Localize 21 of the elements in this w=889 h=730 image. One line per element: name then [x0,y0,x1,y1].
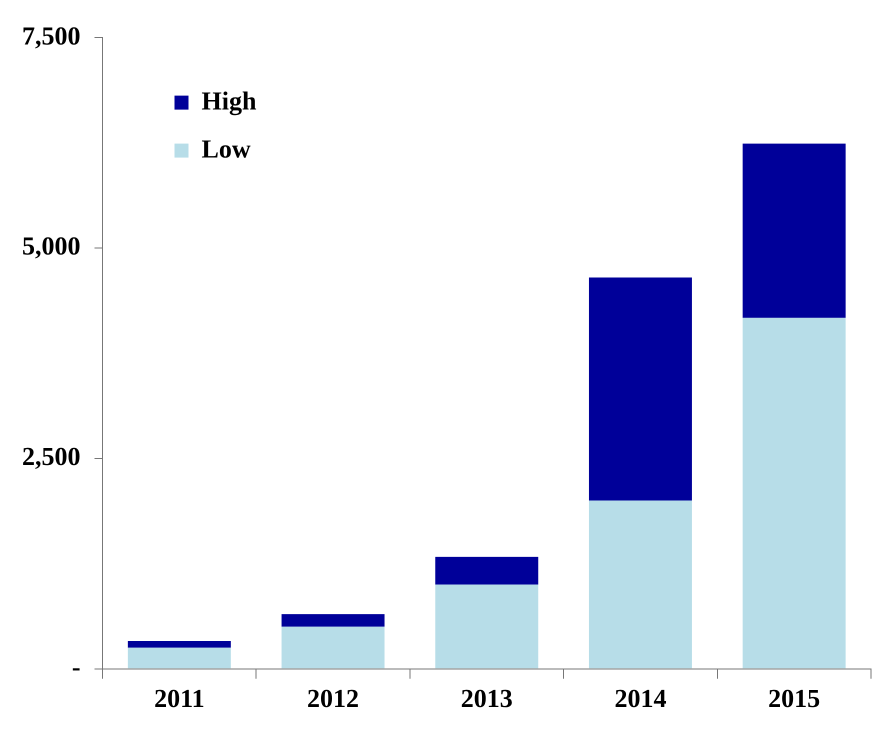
legend-label: High [202,86,257,116]
bar [128,648,231,668]
bar [742,318,846,668]
bar [282,614,385,627]
y-tick-label: 5,000 [22,232,80,261]
y-tick-label: - [72,652,80,682]
x-tick-label: 2014 [614,684,666,714]
bar [128,641,231,648]
x-tick-label: 2012 [307,684,360,714]
x-tick-label: 2013 [460,684,513,714]
y-tick-label: 7,500 [22,21,80,50]
legend-label: Low [202,134,251,164]
y-tick-label: 2,500 [22,442,80,472]
bar [435,584,538,668]
bar [588,500,692,668]
bar [435,556,538,585]
bar [742,144,846,318]
x-tick-label: 2015 [768,684,820,714]
bar [282,626,385,668]
bar [588,277,692,500]
x-tick-label: 2011 [154,684,205,714]
